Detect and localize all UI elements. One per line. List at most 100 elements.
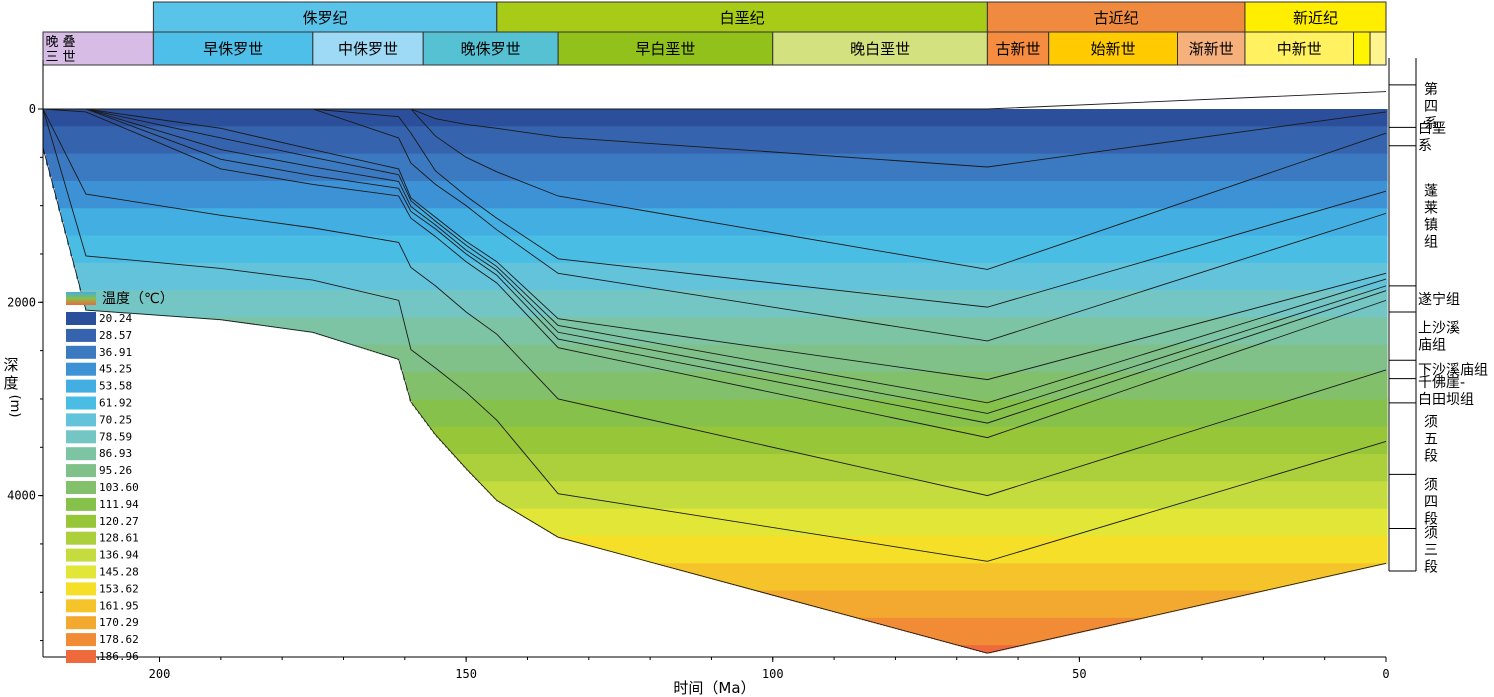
legend-swatch <box>66 515 96 528</box>
epoch-label: 叠 <box>62 35 75 50</box>
period-label: 侏罗纪 <box>303 9 348 27</box>
x-tick-label: 200 <box>149 667 171 681</box>
legend-value: 70.25 <box>99 413 132 426</box>
epoch-label: 晚侏罗世 <box>461 40 521 58</box>
epoch-label: 世 <box>62 50 75 65</box>
x-tick-label: 150 <box>455 667 477 681</box>
period-label: 白垩纪 <box>720 9 765 27</box>
strata-label: 镇 <box>1424 217 1438 233</box>
legend-swatch <box>66 464 96 477</box>
strata-label: 千佛崖- <box>1418 375 1465 391</box>
legend-value: 186.96 <box>99 650 139 663</box>
strata-label: 组 <box>1424 234 1438 250</box>
y-axis-title: (m) <box>7 395 22 418</box>
y-tick-label: 2000 <box>7 295 36 309</box>
legend-swatch <box>66 380 96 393</box>
epoch-label: 中侏罗世 <box>338 40 398 58</box>
legend-swatch <box>66 633 96 646</box>
epoch-label: 中新世 <box>1277 40 1322 58</box>
legend-title: 温度（℃） <box>102 291 174 307</box>
legend-swatch <box>66 599 96 612</box>
x-axis-title: 时间（Ma） <box>673 679 755 697</box>
legend-value: 103.60 <box>99 481 139 494</box>
legend-value: 111.94 <box>99 498 139 511</box>
x-tick-label: 50 <box>1072 667 1086 681</box>
legend-value: 120.27 <box>99 515 139 528</box>
legend-value: 53.58 <box>99 380 132 393</box>
legend-value: 161.95 <box>99 599 139 612</box>
period-label: 古近纪 <box>1094 9 1139 27</box>
legend-swatch <box>66 549 96 562</box>
x-tick-label: 100 <box>762 667 784 681</box>
strata-label: 须 <box>1424 477 1438 493</box>
legend-value: 136.94 <box>99 549 139 562</box>
strata-label: 蓬 <box>1424 183 1438 199</box>
strata-label: 四 <box>1424 99 1438 115</box>
strata-label: 上沙溪 <box>1418 321 1460 337</box>
legend-swatch-gradient <box>66 292 96 305</box>
strata-label: 莱 <box>1424 200 1438 216</box>
epoch-cell <box>43 32 153 65</box>
temperature-fill <box>43 109 1388 653</box>
strata-label: 四 <box>1424 494 1438 510</box>
temperature-legend: 温度（℃）20.2428.5736.9145.2553.5861.9270.25… <box>66 291 174 663</box>
burial-horizon <box>43 92 1386 109</box>
epoch-label: 晚 <box>45 35 58 50</box>
strata-label: 白垩 <box>1418 121 1446 137</box>
strata-label: 须 <box>1424 526 1438 542</box>
legend-value: 95.26 <box>99 464 132 477</box>
epoch-label: 始新世 <box>1091 40 1136 58</box>
legend-swatch <box>66 498 96 511</box>
legend-value: 153.62 <box>99 582 139 595</box>
strata-label: 段 <box>1424 449 1438 465</box>
epoch-label: 早白垩世 <box>635 40 695 58</box>
epoch-label: 早侏罗世 <box>203 40 263 58</box>
legend-swatch <box>66 650 96 663</box>
legend-swatch <box>66 329 96 342</box>
strata-label: 白田坝组 <box>1418 392 1474 408</box>
y-axis-title: 度 <box>3 374 18 392</box>
legend-swatch <box>66 616 96 629</box>
legend-swatch <box>66 430 96 443</box>
legend-value: 78.59 <box>99 430 132 443</box>
strata-label: 庙组 <box>1418 338 1446 354</box>
legend-swatch <box>66 413 96 426</box>
strata-label: 须 <box>1424 415 1438 431</box>
y-tick-label: 0 <box>29 102 36 116</box>
legend-swatch <box>66 566 96 579</box>
strata-label: 遂宁组 <box>1418 291 1460 308</box>
legend-swatch <box>66 481 96 494</box>
epoch-label: 三 <box>45 50 58 65</box>
strata-label: 系 <box>1418 138 1432 154</box>
legend-value: 20.24 <box>99 312 132 325</box>
strata-label: 段 <box>1424 560 1438 576</box>
strata-label: 第 <box>1424 81 1438 98</box>
legend-value: 170.29 <box>99 616 139 629</box>
epoch-cell <box>1370 32 1386 65</box>
legend-swatch <box>66 397 96 410</box>
epoch-label: 古新世 <box>996 40 1041 58</box>
strata-label: 五 <box>1424 432 1438 448</box>
epoch-label: 渐新世 <box>1189 40 1234 58</box>
legend-value: 45.25 <box>99 363 132 376</box>
legend-swatch <box>66 532 96 545</box>
legend-swatch <box>66 582 96 595</box>
legend-swatch <box>66 312 96 325</box>
legend-value: 128.61 <box>99 532 139 545</box>
legend-swatch <box>66 346 96 359</box>
legend-swatch <box>66 363 96 376</box>
y-tick-label: 4000 <box>7 489 36 503</box>
legend-value: 86.93 <box>99 447 132 460</box>
legend-value: 36.91 <box>99 346 132 359</box>
period-label: 新近纪 <box>1293 9 1338 27</box>
legend-value: 178.62 <box>99 633 139 646</box>
x-tick-label: 0 <box>1382 667 1389 681</box>
epoch-label: 晚白垩世 <box>850 40 910 58</box>
epoch-cell <box>1353 32 1370 65</box>
legend-value: 61.92 <box>99 397 132 410</box>
strata-label: 三 <box>1424 543 1438 559</box>
y-axis-title: 深 <box>3 356 18 374</box>
